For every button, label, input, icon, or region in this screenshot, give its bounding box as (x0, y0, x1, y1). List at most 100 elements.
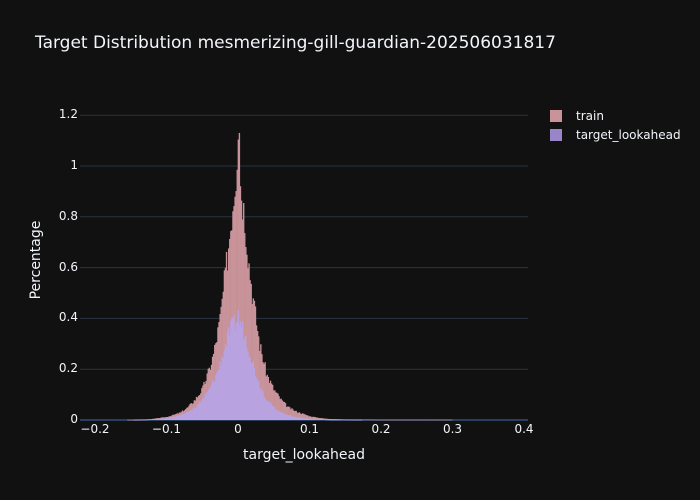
histogram-bar (306, 418, 308, 420)
legend-item-train[interactable]: train (550, 106, 681, 125)
histogram-bar (232, 211, 234, 420)
histogram-bar (276, 409, 278, 420)
histogram-bar (334, 419, 336, 421)
histogram-bar (297, 412, 300, 420)
histogram-bar (194, 408, 197, 420)
histogram-bar (312, 416, 315, 420)
histogram-bar (260, 389, 262, 420)
histogram-bar (328, 418, 331, 420)
histogram-bar (387, 419, 390, 421)
histogram-bar (342, 419, 345, 420)
histogram-bar (381, 419, 383, 421)
histogram-bar (297, 417, 300, 420)
histogram-bar (283, 401, 286, 420)
histogram-bar (328, 419, 331, 421)
histogram-bar (186, 412, 188, 420)
histogram-bar (234, 330, 236, 420)
histogram-bar (374, 419, 377, 421)
histogram-bar (210, 384, 213, 420)
histogram-bar (350, 419, 352, 421)
legend-label: target_lookahead (576, 127, 681, 142)
histogram-bar (236, 169, 238, 420)
histogram-bar (329, 419, 332, 421)
legend-item-target-lookahead[interactable]: target_lookahead (550, 125, 681, 144)
histogram-bar (320, 418, 322, 420)
histogram-bar (225, 346, 228, 420)
histogram-bar (442, 419, 444, 421)
histogram-bar (337, 419, 339, 421)
histogram-bar (303, 418, 305, 420)
histogram-bar (215, 375, 217, 420)
histogram-bar (222, 291, 224, 420)
histogram-bar (363, 419, 365, 421)
histogram-bar (359, 419, 362, 421)
histogram-bar (128, 419, 130, 421)
histogram-bar (166, 417, 169, 420)
histogram-bar (434, 419, 437, 421)
histogram-bar (448, 419, 451, 421)
histogram-bar (160, 418, 162, 420)
histogram-bar (368, 419, 370, 421)
histogram-bar (437, 419, 439, 421)
histogram-bar (268, 403, 271, 420)
histogram-bar (226, 331, 229, 420)
histogram-bar (157, 419, 159, 420)
histogram-bar (353, 419, 355, 421)
histogram-bar (235, 322, 237, 420)
histogram-bar (170, 417, 172, 420)
histogram-bar (180, 414, 183, 420)
series-target-lookahead[interactable] (133, 310, 363, 421)
histogram-bar (202, 398, 204, 420)
histogram-bar (146, 419, 148, 421)
histogram-bar (140, 419, 142, 421)
histogram-bar (284, 403, 287, 420)
histogram-bar (345, 419, 348, 421)
histogram-bar (443, 419, 445, 421)
histogram-bar (264, 362, 266, 420)
histogram-bar (252, 361, 255, 420)
histogram-bar (385, 419, 388, 421)
histogram-bar (369, 419, 371, 421)
histogram-bar (409, 419, 411, 421)
histogram-bar (358, 419, 361, 421)
histogram-bar (246, 348, 248, 420)
histogram-bar (425, 419, 427, 421)
histogram-bar (173, 416, 175, 420)
histogram-bar (233, 206, 235, 420)
histogram-bar (253, 367, 256, 420)
histogram-bar (144, 419, 146, 421)
histogram-bar (266, 401, 268, 420)
histogram-bar (219, 361, 221, 420)
histogram-bar (155, 419, 157, 420)
histogram-bar (401, 419, 404, 421)
histogram-bar (447, 419, 450, 421)
histogram-bar (152, 418, 155, 420)
histogram-bar (229, 335, 231, 420)
histogram-bar (153, 419, 156, 420)
histogram-bar (308, 416, 310, 420)
histogram-bar (451, 419, 453, 421)
x-tick-label: −0.2 (80, 422, 110, 436)
histogram-bar (318, 419, 320, 420)
histogram-bar (290, 409, 292, 420)
histogram-bar (214, 381, 216, 420)
histogram-bar (209, 387, 212, 420)
y-tick-label: 1 (70, 158, 78, 172)
histogram-bar (249, 280, 251, 420)
histogram-bar (260, 344, 262, 420)
histogram-bar (445, 419, 448, 421)
histogram-bar (336, 419, 338, 420)
legend-swatch-target-lookahead (550, 128, 562, 141)
histogram-bar (398, 419, 400, 421)
histogram-bar (255, 377, 258, 420)
histogram-bar (446, 419, 449, 421)
histogram-bar (239, 186, 242, 420)
series-train[interactable] (127, 132, 453, 421)
histogram-bar (246, 254, 248, 420)
histogram-bar (245, 335, 247, 420)
histogram-bar (153, 418, 156, 420)
histogram-bar (429, 419, 431, 421)
histogram-bar (208, 388, 211, 420)
histogram-bar (375, 419, 378, 421)
